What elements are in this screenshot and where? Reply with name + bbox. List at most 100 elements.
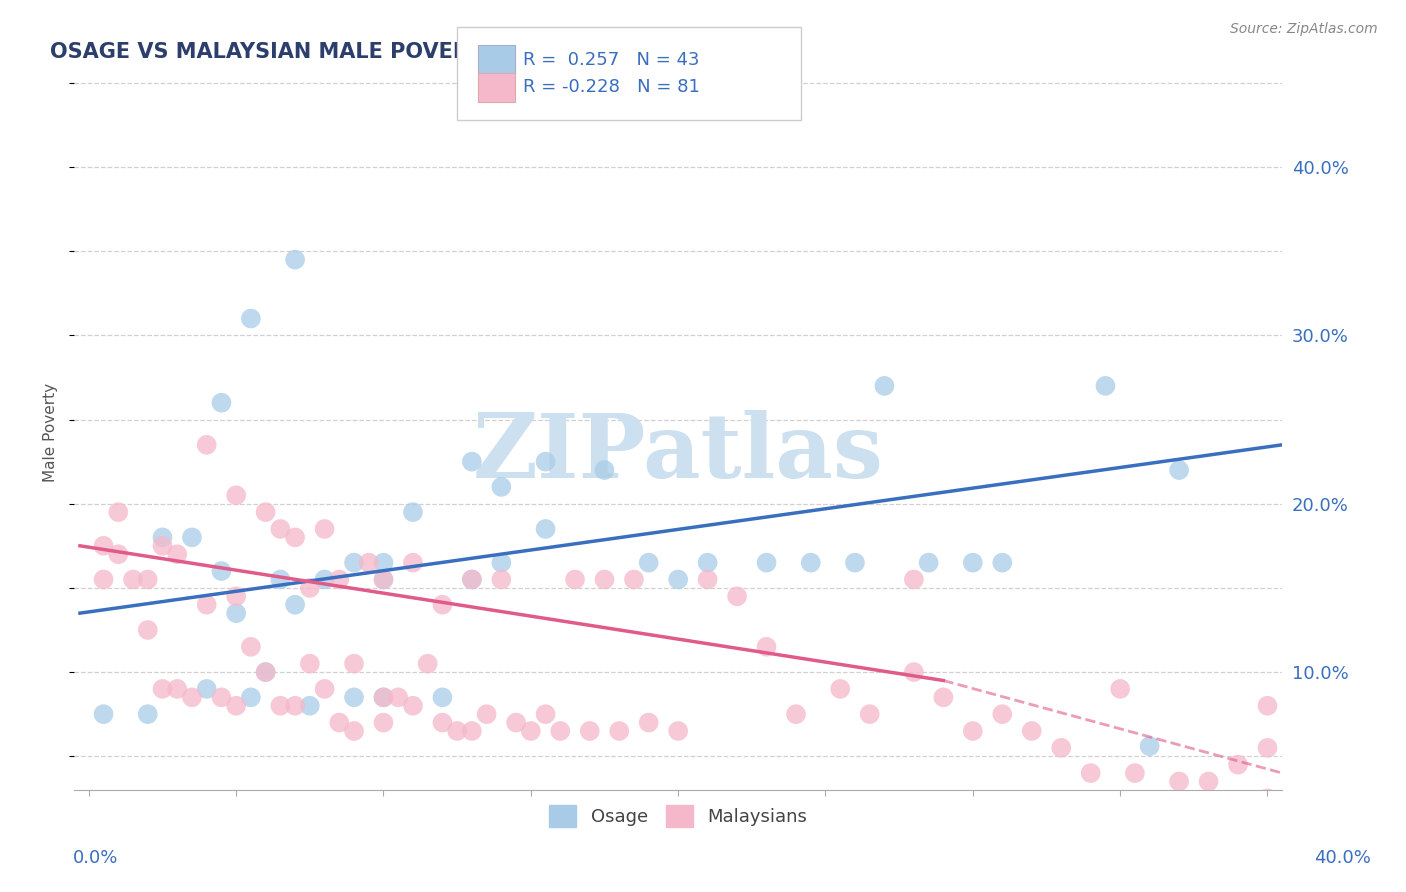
- Point: [343, 690, 366, 705]
- Point: [209, 690, 232, 705]
- Point: [314, 573, 336, 587]
- Point: [903, 665, 925, 679]
- Point: [373, 690, 395, 705]
- Point: [343, 657, 366, 671]
- Point: [107, 505, 129, 519]
- Point: [491, 573, 513, 587]
- Point: [93, 539, 115, 553]
- Y-axis label: Male Poverty: Male Poverty: [44, 383, 58, 482]
- Point: [446, 723, 468, 738]
- Point: [195, 598, 218, 612]
- Point: [844, 556, 866, 570]
- Point: [166, 681, 188, 696]
- Point: [505, 715, 527, 730]
- Point: [637, 556, 659, 570]
- Point: [254, 665, 277, 679]
- Text: R =  0.257   N = 43: R = 0.257 N = 43: [523, 51, 700, 69]
- Point: [461, 723, 484, 738]
- Point: [225, 488, 247, 502]
- Point: [623, 573, 645, 587]
- Point: [1094, 379, 1116, 393]
- Point: [1139, 739, 1161, 753]
- Point: [932, 690, 955, 705]
- Point: [239, 311, 262, 326]
- Point: [254, 505, 277, 519]
- Legend: Osage, Malaysians: Osage, Malaysians: [541, 798, 814, 835]
- Point: [195, 438, 218, 452]
- Point: [461, 455, 484, 469]
- Point: [666, 723, 689, 738]
- Point: [534, 455, 557, 469]
- Point: [328, 573, 350, 587]
- Point: [239, 640, 262, 654]
- Point: [432, 690, 454, 705]
- Point: [491, 556, 513, 570]
- Point: [416, 657, 439, 671]
- Point: [402, 698, 425, 713]
- Point: [298, 698, 321, 713]
- Point: [343, 556, 366, 570]
- Point: [136, 573, 159, 587]
- Point: [785, 707, 807, 722]
- Text: 0.0%: 0.0%: [73, 849, 118, 867]
- Point: [1109, 681, 1132, 696]
- Point: [373, 715, 395, 730]
- Point: [284, 530, 307, 544]
- Point: [962, 556, 984, 570]
- Point: [550, 723, 572, 738]
- Point: [962, 723, 984, 738]
- Point: [152, 681, 174, 696]
- Point: [475, 707, 498, 722]
- Point: [343, 723, 366, 738]
- Point: [1198, 774, 1220, 789]
- Point: [402, 556, 425, 570]
- Point: [269, 698, 291, 713]
- Point: [432, 598, 454, 612]
- Point: [1227, 757, 1250, 772]
- Point: [432, 715, 454, 730]
- Point: [520, 723, 543, 738]
- Point: [903, 573, 925, 587]
- Point: [93, 573, 115, 587]
- Point: [181, 690, 204, 705]
- Point: [298, 657, 321, 671]
- Point: [328, 715, 350, 730]
- Text: 40.0%: 40.0%: [1315, 849, 1371, 867]
- Point: [491, 480, 513, 494]
- Point: [209, 395, 232, 409]
- Point: [873, 379, 896, 393]
- Point: [314, 522, 336, 536]
- Point: [269, 573, 291, 587]
- Point: [284, 598, 307, 612]
- Point: [800, 556, 823, 570]
- Point: [564, 573, 586, 587]
- Point: [1256, 791, 1278, 805]
- Point: [225, 606, 247, 620]
- Point: [195, 681, 218, 696]
- Point: [181, 530, 204, 544]
- Point: [593, 463, 616, 477]
- Point: [1123, 766, 1146, 780]
- Point: [637, 715, 659, 730]
- Point: [607, 723, 630, 738]
- Point: [136, 707, 159, 722]
- Point: [107, 547, 129, 561]
- Point: [461, 573, 484, 587]
- Point: [666, 573, 689, 587]
- Text: OSAGE VS MALAYSIAN MALE POVERTY CORRELATION CHART: OSAGE VS MALAYSIAN MALE POVERTY CORRELAT…: [51, 42, 754, 62]
- Point: [830, 681, 852, 696]
- Point: [402, 505, 425, 519]
- Point: [373, 690, 395, 705]
- Point: [696, 556, 718, 570]
- Point: [152, 539, 174, 553]
- Point: [373, 573, 395, 587]
- Point: [225, 698, 247, 713]
- Point: [1256, 740, 1278, 755]
- Point: [725, 590, 748, 604]
- Point: [1256, 698, 1278, 713]
- Point: [357, 556, 380, 570]
- Point: [578, 723, 600, 738]
- Text: Source: ZipAtlas.com: Source: ZipAtlas.com: [1230, 22, 1378, 37]
- Point: [461, 573, 484, 587]
- Point: [284, 698, 307, 713]
